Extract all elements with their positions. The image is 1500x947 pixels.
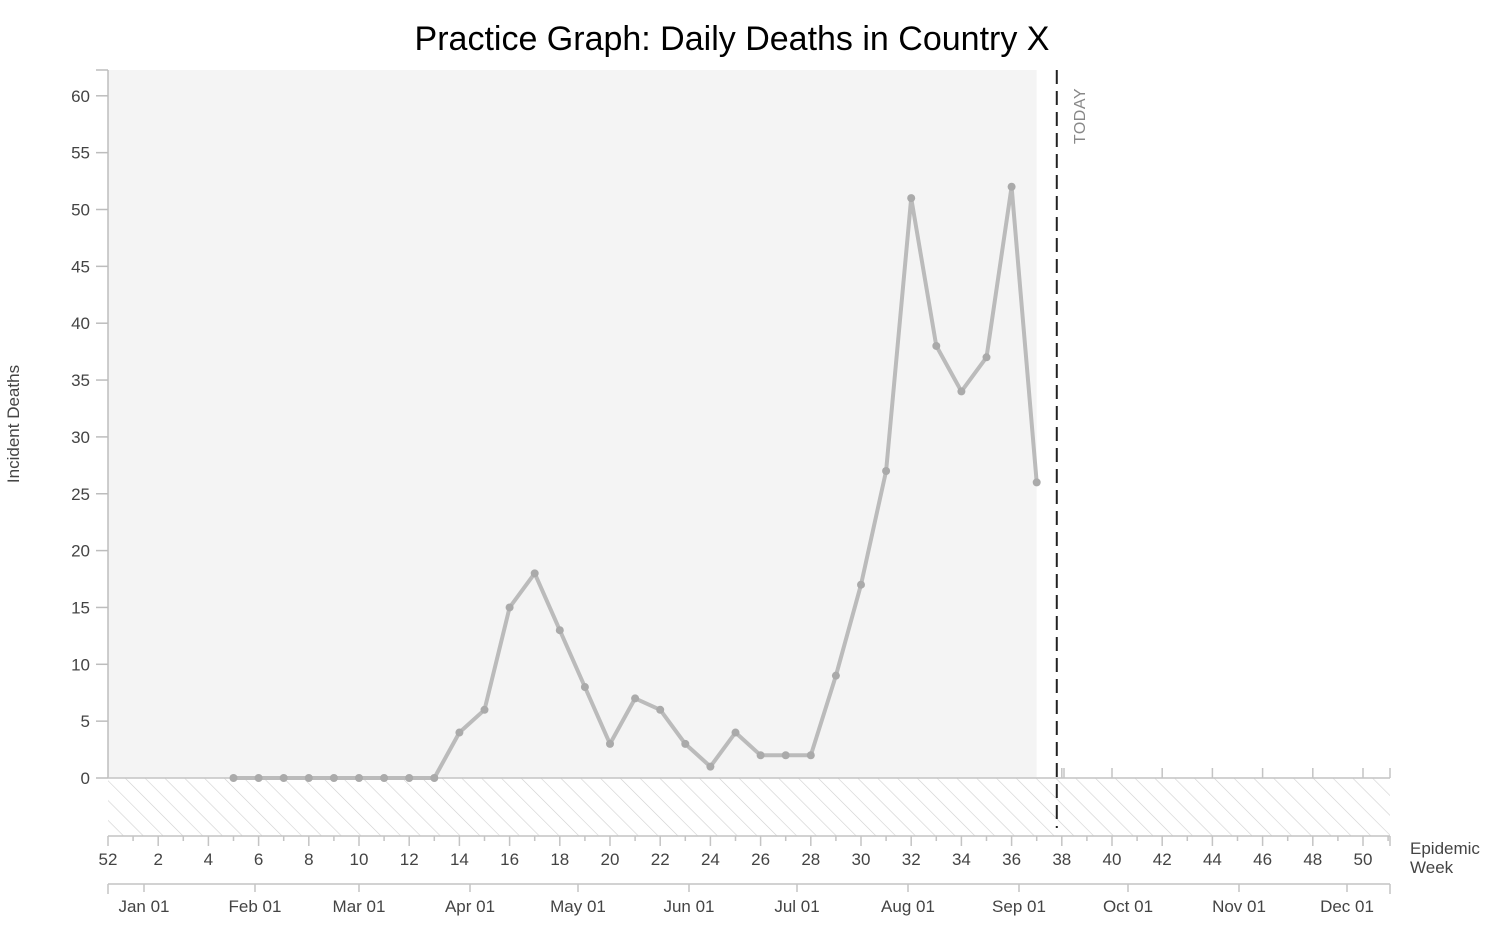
month-tick-label: Jun 01 <box>663 897 714 916</box>
week-tick-label: 32 <box>902 850 921 869</box>
week-tick-label: 38 <box>1052 850 1071 869</box>
data-point <box>631 694 640 703</box>
data-point <box>806 751 815 760</box>
below-zero-hatch <box>108 778 1390 836</box>
week-tick-label: 42 <box>1153 850 1172 869</box>
week-tick-label: 28 <box>801 850 820 869</box>
week-tick-label: 34 <box>952 850 971 869</box>
week-tick-label: 52 <box>99 850 118 869</box>
y-axis-label: Incident Deaths <box>4 365 23 483</box>
data-point <box>304 774 313 782</box>
month-tick-label: Apr 01 <box>445 897 495 916</box>
today-label: TODAY <box>1072 88 1089 144</box>
data-point <box>781 751 790 760</box>
past-shaded-region <box>108 70 1037 778</box>
week-tick-label: 44 <box>1203 850 1222 869</box>
week-tick-label: 4 <box>204 850 213 869</box>
week-tick-label: 10 <box>350 850 369 869</box>
week-tick-label: 12 <box>400 850 419 869</box>
month-tick-label: Feb 01 <box>229 897 282 916</box>
data-point <box>982 353 991 362</box>
month-tick-label: Jan 01 <box>118 897 169 916</box>
data-point <box>606 739 614 748</box>
data-point <box>831 671 840 680</box>
x-axis-month: Jan 01 Feb 01 Mar 01 Apr 01 May 01 Jun 01 Jul … <box>107 883 1391 916</box>
y-tick-label: 30 <box>71 428 90 447</box>
data-point <box>882 467 891 476</box>
y-tick-label: 20 <box>71 542 90 561</box>
data-point <box>1007 182 1016 191</box>
data-point <box>555 626 564 635</box>
data-point <box>530 569 539 578</box>
y-tick-label: 50 <box>71 201 90 220</box>
today-marker: TODAY <box>1055 70 1089 828</box>
x-axis-label-line1: Epidemic <box>1410 839 1480 858</box>
week-tick-label: 50 <box>1354 850 1373 869</box>
data-point <box>932 341 941 350</box>
data-point <box>229 774 238 782</box>
month-tick-label: Nov 01 <box>1212 897 1266 916</box>
week-tick-label: 6 <box>254 850 263 869</box>
data-point <box>731 728 740 737</box>
data-point <box>907 194 916 203</box>
data-point <box>430 774 439 782</box>
data-point <box>355 774 363 782</box>
data-point <box>279 774 288 782</box>
data-point <box>706 762 715 771</box>
y-tick-label: 10 <box>71 655 90 674</box>
x-axis-epidemic-week: 52 2 4 6 8 10 12 14 16 18 20 22 24 26 28 30 32 34 36 38 40 42… <box>99 835 1391 869</box>
data-point <box>329 774 338 782</box>
top-week-ticks <box>1061 768 1391 778</box>
chart-title: Practice Graph: Daily Deaths in Country … <box>415 20 1050 58</box>
y-tick-label: 40 <box>71 314 90 333</box>
data-point <box>380 774 389 782</box>
data-point <box>580 683 589 692</box>
month-tick-label: May 01 <box>550 897 606 916</box>
data-point <box>405 774 414 782</box>
data-point <box>254 774 263 782</box>
month-tick-label: Oct 01 <box>1103 897 1153 916</box>
month-tick-label: Dec 01 <box>1320 897 1374 916</box>
month-tick-label: Jul 01 <box>774 897 819 916</box>
week-tick-label: 46 <box>1253 850 1272 869</box>
week-tick-label: 16 <box>500 850 519 869</box>
data-point <box>505 603 514 612</box>
y-tick-label: 25 <box>71 485 90 504</box>
week-tick-label: 36 <box>1002 850 1021 869</box>
month-tick-label: Sep 01 <box>992 897 1046 916</box>
month-tick-label: Mar 01 <box>333 897 386 916</box>
data-point <box>957 387 966 396</box>
week-tick-label: 26 <box>751 850 770 869</box>
week-tick-label: 2 <box>153 850 162 869</box>
x-axis-label-line2: Week <box>1410 858 1454 877</box>
y-tick-label: 55 <box>71 144 90 163</box>
week-tick-label: 48 <box>1303 850 1322 869</box>
week-tick-label: 14 <box>450 850 469 869</box>
y-axis: 0 5 10 15 20 25 30 35 40 45 50 55 60 <box>71 69 1390 788</box>
y-tick-label: 5 <box>81 712 90 731</box>
y-tick-label: 45 <box>71 257 90 276</box>
week-tick-label: 40 <box>1103 850 1122 869</box>
month-tick-label: Aug 01 <box>881 897 935 916</box>
y-tick-label: 15 <box>71 598 90 617</box>
data-point <box>1032 478 1041 487</box>
series-deaths <box>229 182 1041 782</box>
data-point <box>681 739 690 748</box>
y-tick-label: 0 <box>81 769 90 788</box>
week-tick-label: 30 <box>852 850 871 869</box>
week-tick-label: 8 <box>304 850 313 869</box>
y-tick-label: 60 <box>71 87 90 106</box>
y-tick-label: 35 <box>71 371 90 390</box>
data-point <box>480 705 489 714</box>
data-point <box>756 751 765 760</box>
data-point <box>455 728 464 737</box>
week-tick-label: 18 <box>550 850 569 869</box>
week-tick-label: 20 <box>601 850 620 869</box>
data-point <box>656 705 665 714</box>
data-point <box>857 580 865 589</box>
week-tick-label: 24 <box>701 850 720 869</box>
week-tick-label: 22 <box>651 850 670 869</box>
